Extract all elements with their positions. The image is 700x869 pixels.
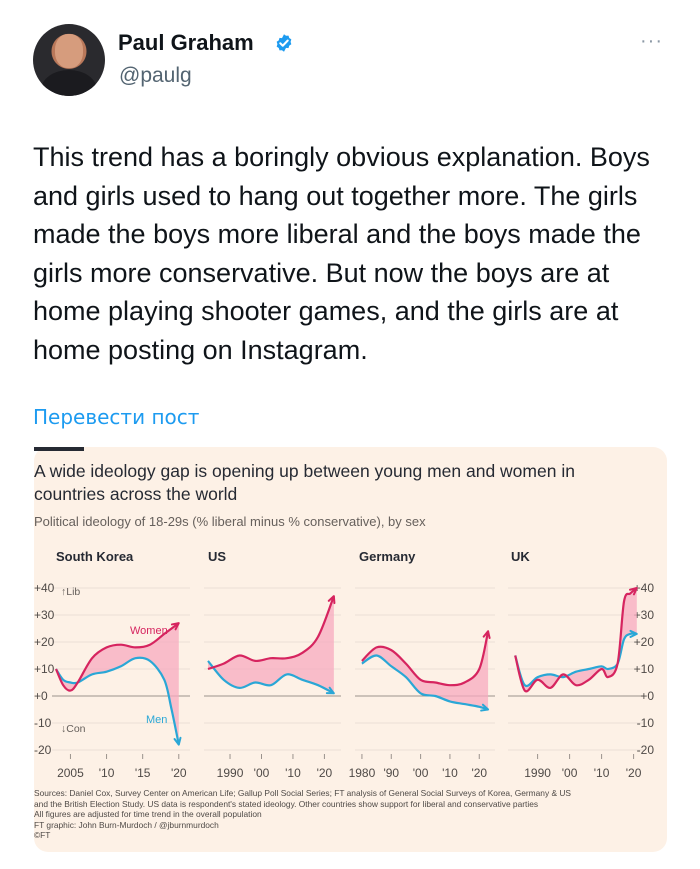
men-arrow — [629, 629, 638, 638]
lib-annotation: ↑Lib — [61, 586, 80, 598]
sources-line: All figures are adjusted for time trend … — [34, 809, 262, 820]
gap-area-3 — [515, 588, 637, 692]
author-name[interactable]: Paul Graham — [118, 30, 254, 55]
y-tick-label-right: +10 — [634, 662, 655, 676]
ft-header-bar — [34, 447, 84, 451]
x-tick-label: '20 — [171, 766, 187, 780]
men-arrow — [173, 736, 182, 746]
men-line — [207, 660, 335, 695]
y-tick-label-left: -10 — [34, 716, 52, 730]
women-line — [207, 595, 335, 671]
con-annotation: ↓Con — [61, 723, 86, 735]
sources-line: FT graphic: John Burn-Murdoch / @jburnmu… — [34, 819, 219, 830]
x-tick-label: 1980 — [349, 766, 376, 780]
men-series-label: Men — [146, 714, 167, 726]
y-tick-label-left: +10 — [34, 662, 55, 676]
x-tick-label: '20 — [317, 766, 333, 780]
chart-sources: Sources: Daniel Cox, Survey Center on Am… — [34, 788, 659, 841]
men-line — [361, 654, 489, 711]
chart-title: A wide ideology gap is opening up betwee… — [34, 461, 575, 504]
men-arrow — [325, 686, 335, 695]
y-tick-label-right: -10 — [637, 716, 655, 730]
gap-area-2 — [361, 631, 489, 710]
panel-label-uk: UK — [511, 549, 530, 564]
avatar-face — [55, 34, 83, 68]
y-tick-label-left: +30 — [34, 608, 55, 622]
sources-line: Sources: Daniel Cox, Survey Center on Am… — [34, 788, 572, 798]
y-tick-label-left: +40 — [34, 581, 55, 595]
women-arrow — [629, 587, 638, 596]
women-line — [54, 622, 180, 692]
x-tick-label: '20 — [626, 766, 642, 780]
men-line — [55, 656, 180, 745]
y-tick-label-right: +30 — [634, 608, 655, 622]
women-arrow — [170, 622, 180, 631]
y-tick-label-left: +20 — [34, 635, 55, 649]
women-arrow — [327, 595, 336, 605]
x-tick-label: '10 — [285, 766, 301, 780]
women-line — [361, 630, 490, 687]
translate-post-link[interactable]: Перевести пост — [33, 405, 200, 429]
y-tick-label-right: +40 — [634, 581, 655, 595]
x-tick-label: '10 — [99, 766, 115, 780]
ideology-gap-chart: +40 +40 +30 +30 +20 +20 +10 +10 +0 +0 -10 -10 -20 -20… — [34, 581, 655, 780]
x-tick-label: 1990 — [524, 766, 551, 780]
y-tick-label-left: +0 — [34, 689, 48, 703]
y-tick-label-right: -20 — [637, 743, 655, 757]
author-handle[interactable]: @paulg — [119, 64, 192, 87]
women-line — [514, 587, 638, 693]
x-tick-label: '00 — [413, 766, 429, 780]
sources-line: ©FT — [34, 830, 51, 841]
panel-label-us: US — [208, 549, 227, 564]
x-tick-label: '00 — [254, 766, 270, 780]
x-tick-label: '90 — [383, 766, 399, 780]
women-series-label: Women — [130, 625, 168, 637]
verified-badge-icon — [276, 34, 292, 52]
gap-area-1 — [208, 596, 334, 694]
x-tick-label: '10 — [594, 766, 610, 780]
x-tick-label: '20 — [471, 766, 487, 780]
panel-label-south-korea: South Korea — [56, 549, 134, 564]
women-arrow — [482, 630, 491, 640]
chart-subtitle: Political ideology of 18-29s (% liberal … — [34, 514, 426, 529]
y-tick-label-left: -20 — [34, 743, 52, 757]
men-arrow — [480, 703, 490, 712]
x-tick-label: 1990 — [217, 766, 244, 780]
panel-label-germany: Germany — [359, 549, 416, 564]
x-tick-label: '10 — [442, 766, 458, 780]
sources-line: and the British Election Study. US data … — [34, 798, 539, 809]
x-tick-label: '00 — [562, 766, 578, 780]
more-options-icon[interactable]: ··· — [640, 30, 663, 52]
y-tick-label-right: +20 — [634, 635, 655, 649]
men-line — [514, 632, 637, 688]
x-tick-label: 2005 — [57, 766, 84, 780]
gap-area-0 — [56, 623, 179, 745]
y-tick-label-right: +0 — [640, 689, 654, 703]
avatar-body — [41, 70, 97, 96]
tweet-text: This trend has a boringly obvious explan… — [33, 142, 650, 365]
avatar[interactable] — [33, 24, 105, 96]
x-tick-label: '15 — [135, 766, 151, 780]
